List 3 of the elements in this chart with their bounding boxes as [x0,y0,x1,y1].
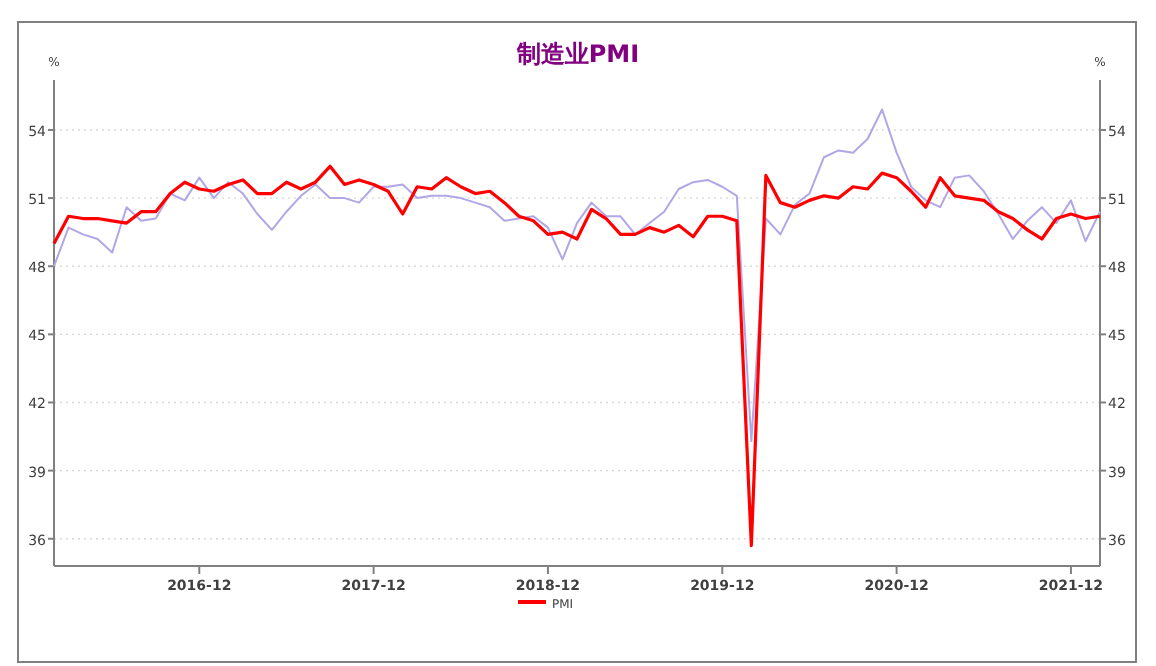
chart-title: 制造业PMI [514,40,640,68]
line-series [53,108,1101,443]
line-series [52,164,1102,548]
